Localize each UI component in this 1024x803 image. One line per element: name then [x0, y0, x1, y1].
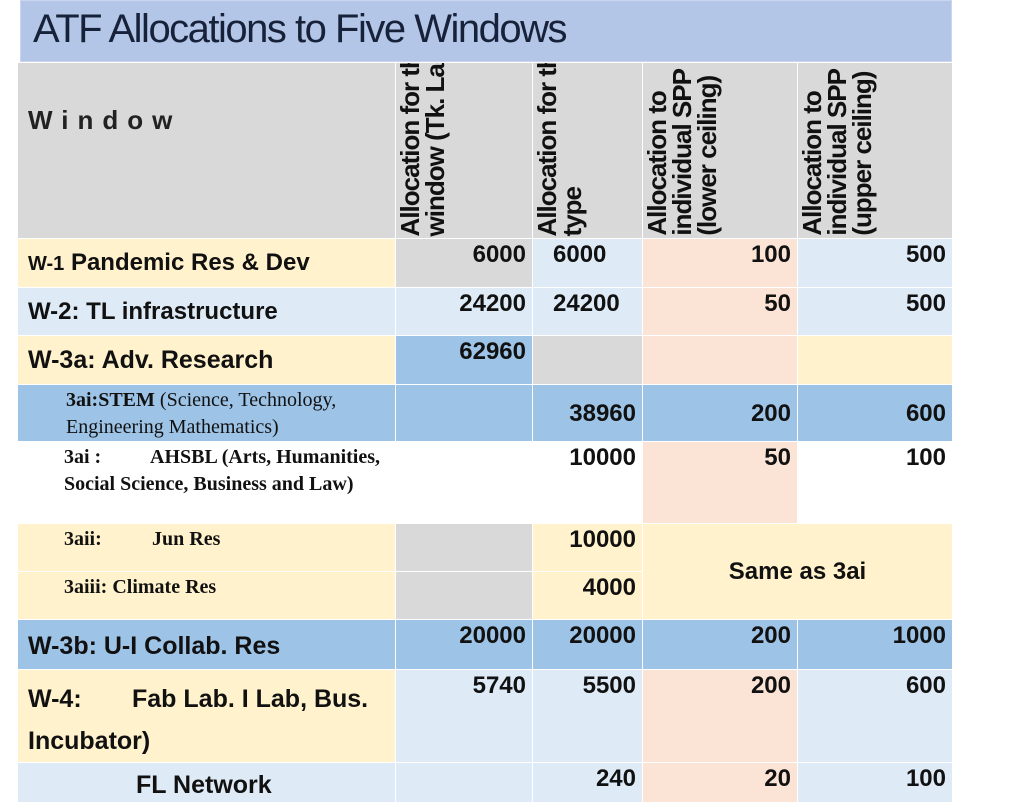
- window-name-cell: W-3b: U-I Collab. Res: [17, 619, 396, 670]
- window-allocation-cell: 24200: [395, 287, 533, 336]
- table-row-ahsbl: 3ai : AHSBL (Arts, Humanities, Social Sci…: [17, 441, 953, 524]
- upper-ceiling-cell: 600: [797, 384, 953, 442]
- window-name-cell: W-2: TL infrastructure: [17, 287, 396, 336]
- window-header-label: Window: [28, 105, 182, 135]
- window-name: Pandemic Res & Dev: [70, 249, 310, 276]
- upper-ceiling-cell: 100: [797, 441, 953, 524]
- upper-ceiling-cell: 600: [797, 669, 953, 763]
- upper-ceiling-cell: 1000: [797, 619, 953, 670]
- subtype-code: 3ai:STEM: [66, 389, 155, 411]
- table-row-w3b: W-3b: U-I Collab. Res 20000 20000 200 10…: [17, 619, 953, 670]
- window-name-part: W-4:: [28, 685, 82, 713]
- window-name-cell: W-3a: Adv. Research: [17, 335, 396, 385]
- window-allocation-cell: [395, 441, 533, 524]
- table-row-w2: W-2: TL infrastructure 24200 24200 50 50…: [17, 287, 953, 336]
- table-row-jun-res: 3aii: Jun Res 10000 Same as 3ai: [17, 523, 953, 620]
- type-allocation-cell: 6000: [532, 238, 643, 288]
- type-allocation-cell: 38960: [532, 384, 643, 442]
- table-row-climate-res: 3aiii: Climate Res 4000: [17, 571, 953, 620]
- lower-ceiling-cell: 50: [642, 287, 798, 336]
- subtype-name-cell: 3ai:STEM (Science, Technology, Engineeri…: [17, 384, 396, 442]
- allocation-table: Window Allocation for the window (Tk. La…: [17, 62, 953, 803]
- upper-ceiling-cell: [797, 335, 953, 385]
- header-row: Window Allocation for the window (Tk. La…: [17, 62, 953, 239]
- type-allocation-cell: [532, 335, 643, 385]
- type-allocation-cell: 240: [532, 762, 643, 803]
- table-row-stem: 3ai:STEM (Science, Technology, Engineeri…: [17, 384, 953, 442]
- subtype-code: 3ai :: [64, 446, 102, 468]
- type-allocation-header-label: Allocation for this type: [532, 62, 588, 237]
- lower-ceiling-cell: 200: [642, 669, 798, 763]
- window-allocation-cell: [395, 523, 533, 572]
- window-name-part: Fab Lab. I Lab, Bus.: [132, 685, 369, 713]
- subtype-desc: AHSBL (Arts, Humanities, Social Science,…: [64, 446, 381, 495]
- window-allocation-cell: 6000: [395, 238, 533, 288]
- lower-ceiling-cell: [642, 335, 798, 385]
- type-allocation-cell: 20000: [532, 619, 643, 670]
- upper-ceiling-cell: 500: [797, 287, 953, 336]
- lower-ceiling-cell: 50: [642, 441, 798, 524]
- type-allocation-cell: 5500: [532, 669, 643, 763]
- lower-ceiling-header-label: Allocation to individual SPP (lower ceil…: [642, 69, 723, 236]
- window-name-cell: W-4: Fab Lab. I Lab, Bus. Incubator): [17, 669, 396, 763]
- table-row-w4: W-4: Fab Lab. I Lab, Bus. Incubator) 5740…: [17, 669, 953, 763]
- window-allocation-cell: 20000: [395, 619, 533, 670]
- table-row-w3a: W-3a: Adv. Research 62960: [17, 335, 953, 385]
- type-allocation-cell: 10000: [532, 441, 643, 524]
- type-allocation-cell: 24200: [532, 287, 643, 336]
- title-bar: ATF Allocations to Five Windows: [20, 0, 952, 62]
- window-allocation-cell: 62960: [395, 335, 533, 385]
- type-allocation-cell: 4000: [532, 571, 643, 620]
- window-prefix: W-1: [28, 253, 65, 275]
- type-allocation-header: Allocation for this type: [532, 62, 643, 239]
- subtype-desc: (Science, Technology, Engineering Mathem…: [66, 389, 337, 438]
- upper-ceiling-cell: 500: [797, 238, 953, 288]
- table-row-fl-network: FL Network 240 20 100: [17, 762, 953, 803]
- window-header: Window: [17, 62, 396, 239]
- table-row-w1: W-1 Pandemic Res & Dev 6000 6000 100 500: [17, 238, 953, 288]
- page-title: ATF Allocations to Five Windows: [33, 7, 567, 51]
- window-name-cell: FL Network: [17, 762, 396, 803]
- lower-ceiling-cell: 200: [642, 384, 798, 442]
- upper-ceiling-header: Allocation to individual SPP (upper ceil…: [797, 62, 953, 239]
- subtype-code: 3aii:: [64, 528, 102, 550]
- subtype-name-cell: 3ai : AHSBL (Arts, Humanities, Social Sci…: [17, 441, 396, 524]
- subtype-desc: Jun Res: [152, 528, 221, 550]
- window-allocation-header: Allocation for the window (Tk. Lac): [395, 62, 533, 239]
- window-allocation-cell: [395, 571, 533, 620]
- window-allocation-cell: [395, 762, 533, 803]
- upper-ceiling-cell: 100: [797, 762, 953, 803]
- same-as-note: Same as 3ai: [642, 523, 953, 620]
- subtype-name-cell: 3aii: Jun Res: [17, 523, 396, 572]
- lower-ceiling-cell: 20: [642, 762, 798, 803]
- window-allocation-cell: 5740: [395, 669, 533, 763]
- subtype-name-cell: 3aiii: Climate Res: [17, 571, 396, 620]
- lower-ceiling-cell: 100: [642, 238, 798, 288]
- window-name-cell: W-1 Pandemic Res & Dev: [17, 238, 396, 288]
- window-allocation-cell: [395, 384, 533, 442]
- lower-ceiling-header: Allocation to individual SPP (lower ceil…: [642, 62, 798, 239]
- window-allocation-header-label: Allocation for the window (Tk. Lac): [395, 62, 451, 237]
- upper-ceiling-header-label: Allocation to individual SPP (upper ceil…: [797, 69, 878, 236]
- window-name-part: Incubator): [28, 727, 151, 755]
- type-allocation-cell: 10000: [532, 523, 643, 572]
- lower-ceiling-cell: 200: [642, 619, 798, 670]
